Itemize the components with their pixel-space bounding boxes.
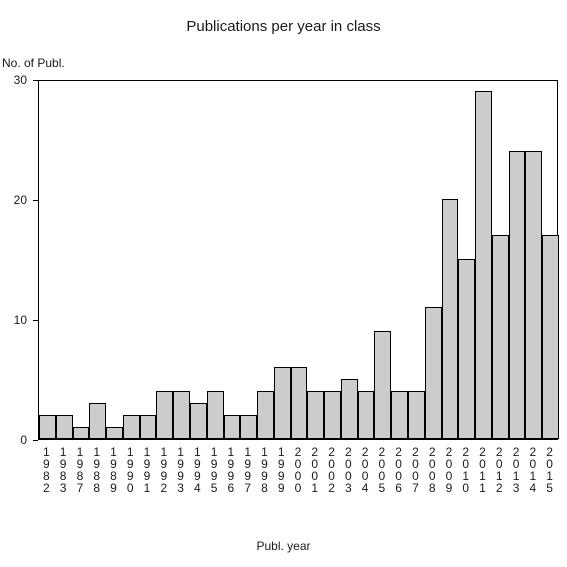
plot-area — [38, 80, 558, 440]
x-tick-label: 1998 — [256, 446, 273, 494]
x-tick-label: 2004 — [357, 446, 374, 494]
chart-title: Publications per year in class — [0, 18, 567, 35]
bar — [39, 415, 56, 439]
x-tick-label: 1992 — [155, 446, 172, 494]
bar — [106, 427, 123, 439]
bar — [123, 415, 140, 439]
publications-bar-chart: Publications per year in class No. of Pu… — [0, 0, 567, 567]
x-tick-label: 2014 — [524, 446, 541, 494]
bar — [358, 391, 375, 439]
x-tick-label: 1999 — [273, 446, 290, 494]
x-tick-label: 1994 — [189, 446, 206, 494]
bar — [291, 367, 308, 439]
x-tick-label: 2006 — [390, 446, 407, 494]
x-tick-label: 1987 — [72, 446, 89, 494]
x-tick-label: 2010 — [457, 446, 474, 494]
bar — [89, 403, 106, 439]
bar — [509, 151, 526, 439]
bar — [324, 391, 341, 439]
bar — [274, 367, 291, 439]
x-tick-label: 2007 — [407, 446, 424, 494]
bar — [458, 259, 475, 439]
y-tick-mark — [33, 200, 38, 201]
x-tick-label: 2015 — [541, 446, 558, 494]
x-tick-label: 1982 — [38, 446, 55, 494]
bar — [425, 307, 442, 439]
x-tick-label: 2001 — [306, 446, 323, 494]
x-tick-label: 1988 — [88, 446, 105, 494]
y-tick-mark — [33, 320, 38, 321]
bar — [156, 391, 173, 439]
x-tick-label: 2009 — [441, 446, 458, 494]
x-tick-label: 1993 — [172, 446, 189, 494]
y-tick-label: 0 — [0, 433, 27, 447]
x-tick-label: 2011 — [474, 446, 491, 494]
bar — [475, 91, 492, 439]
bar — [341, 379, 358, 439]
x-tick-label: 1989 — [105, 446, 122, 494]
x-tick-label: 1996 — [223, 446, 240, 494]
x-tick-label: 1990 — [122, 446, 139, 494]
bar — [525, 151, 542, 439]
bar — [492, 235, 509, 439]
x-tick-label: 2013 — [508, 446, 525, 494]
bar — [442, 199, 459, 439]
bar — [240, 415, 257, 439]
bar — [224, 415, 241, 439]
y-tick-label: 10 — [0, 313, 27, 327]
x-axis-label: Publ. year — [0, 539, 567, 553]
bar — [173, 391, 190, 439]
bar — [408, 391, 425, 439]
bar — [190, 403, 207, 439]
x-tick-label: 1997 — [239, 446, 256, 494]
bar — [374, 331, 391, 439]
bar — [257, 391, 274, 439]
y-axis-label: No. of Publ. — [2, 56, 65, 70]
x-tick-label: 2003 — [340, 446, 357, 494]
bar — [140, 415, 157, 439]
bar — [391, 391, 408, 439]
x-tick-label: 2000 — [290, 446, 307, 494]
x-tick-label: 1983 — [55, 446, 72, 494]
x-tick-label: 2005 — [373, 446, 390, 494]
bar — [56, 415, 73, 439]
bar — [207, 391, 224, 439]
bar — [542, 235, 559, 439]
x-tick-label: 2002 — [323, 446, 340, 494]
y-tick-label: 30 — [0, 73, 27, 87]
x-tick-label: 1991 — [139, 446, 156, 494]
x-tick-label: 1995 — [206, 446, 223, 494]
bar — [73, 427, 90, 439]
x-tick-label: 2008 — [424, 446, 441, 494]
bar — [307, 391, 324, 439]
y-tick-label: 20 — [0, 193, 27, 207]
y-tick-mark — [33, 80, 38, 81]
y-tick-mark — [33, 440, 38, 441]
x-tick-label: 2012 — [491, 446, 508, 494]
